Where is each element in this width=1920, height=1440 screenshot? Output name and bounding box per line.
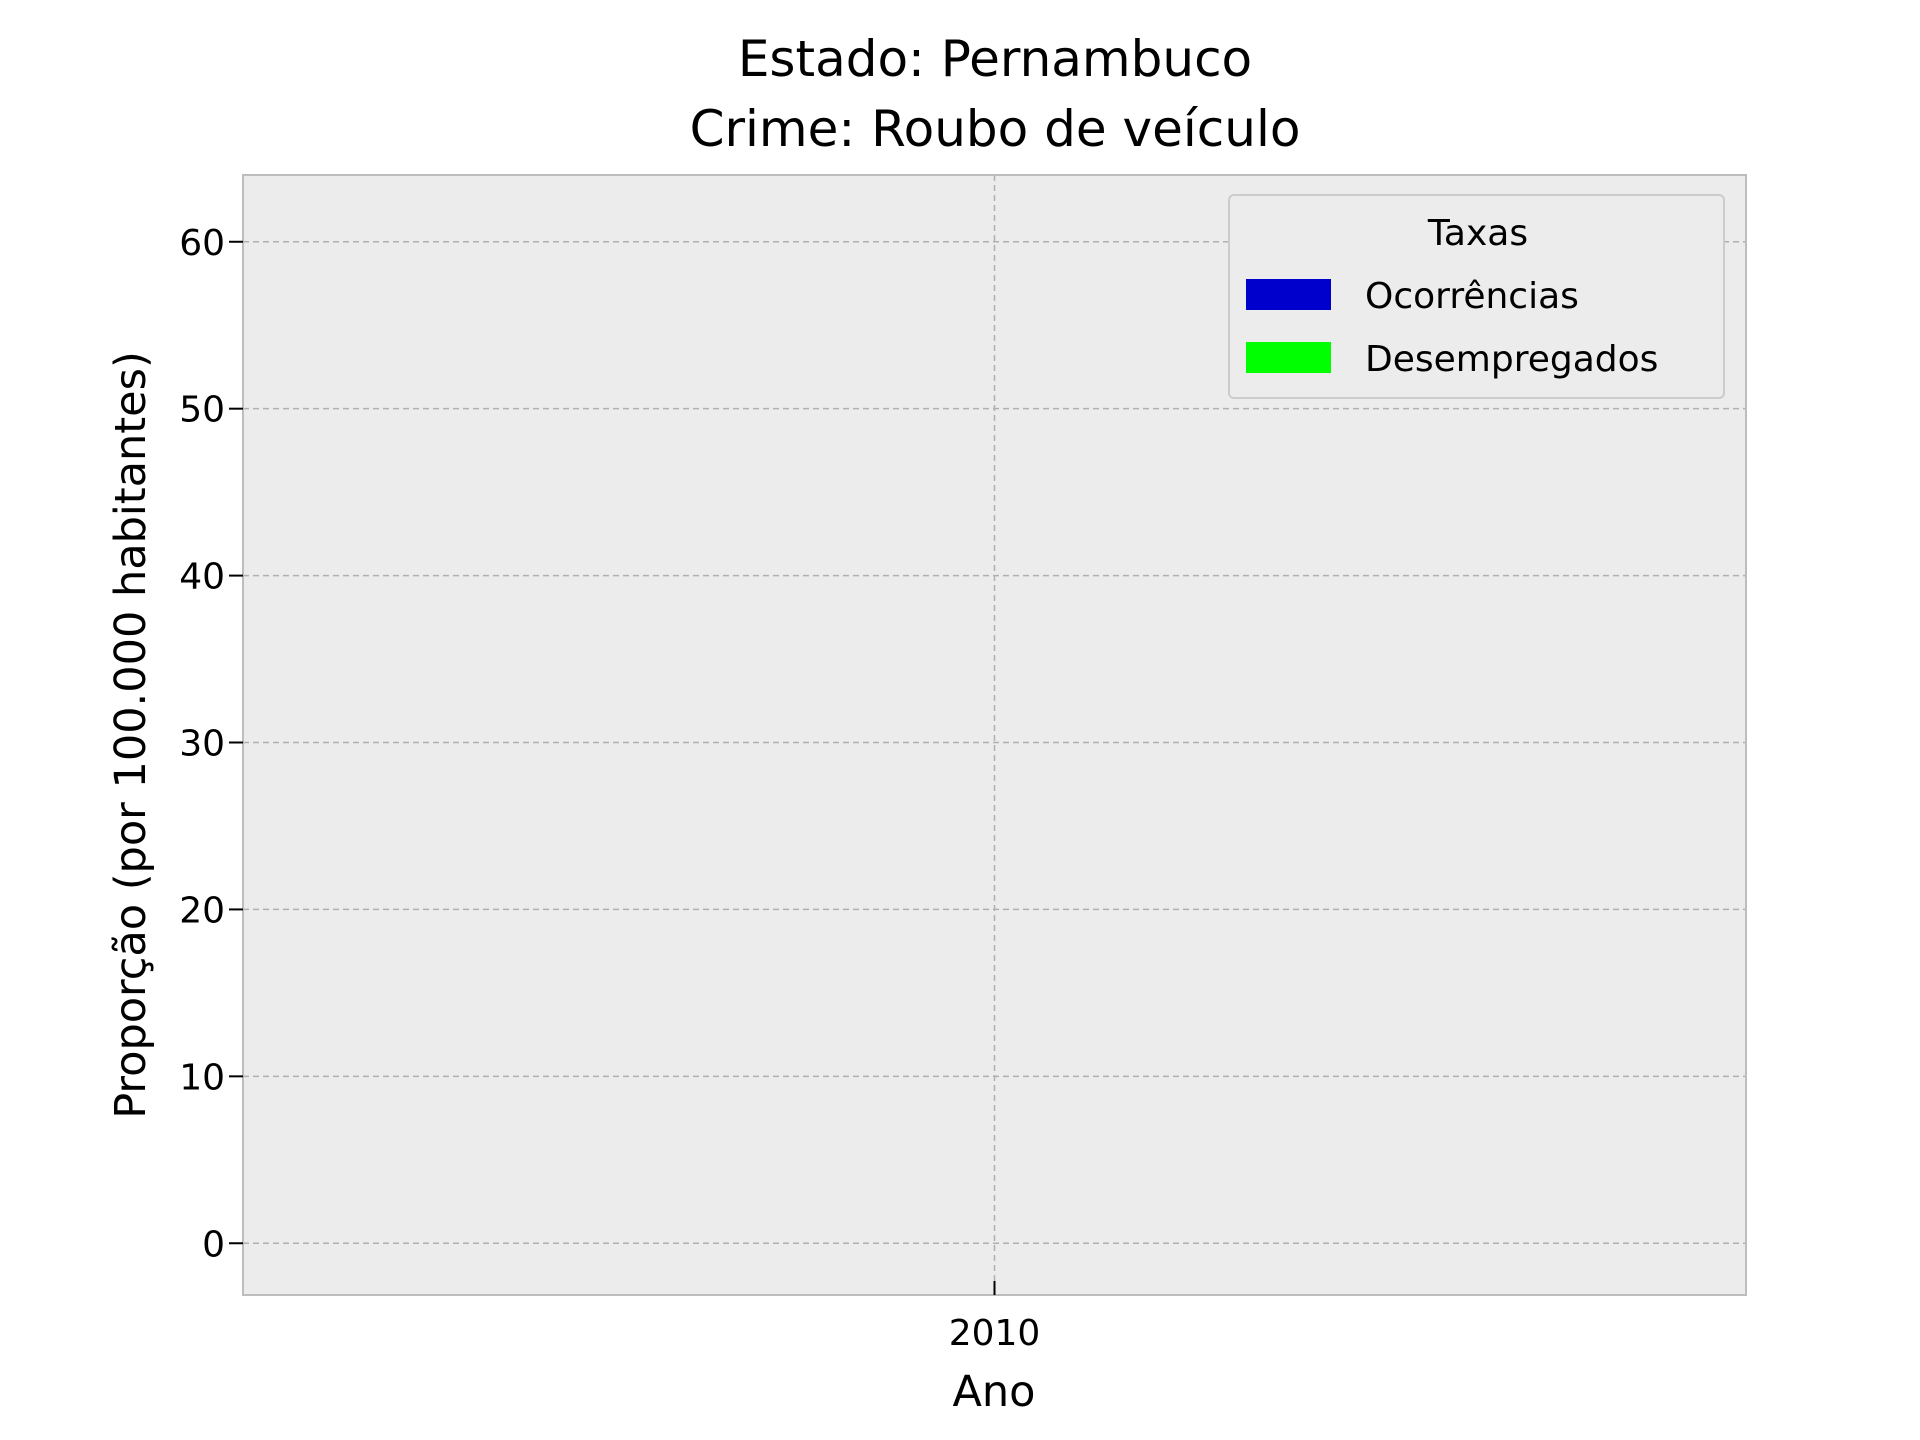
grid-lines xyxy=(243,175,1746,1295)
y-tick-label: 50 xyxy=(179,390,225,431)
legend-swatch-ocorrencias xyxy=(1246,279,1331,310)
y-tick-label: 0 xyxy=(202,1224,225,1265)
x-axis-ticks: 2010 xyxy=(949,1281,1041,1354)
legend-label-ocorrencias: Ocorrências xyxy=(1365,276,1579,317)
y-tick-label: 20 xyxy=(179,890,225,931)
legend-box xyxy=(1228,194,1725,399)
x-axis-label: Ano xyxy=(953,1367,1036,1417)
y-tick-label: 10 xyxy=(179,1057,225,1098)
legend-label-desempregados: Desempregados xyxy=(1365,339,1658,380)
y-axis-ticks: 0 10 20 30 40 50 60 xyxy=(179,223,243,1265)
y-tick-label: 60 xyxy=(179,223,225,264)
legend-swatch-desempregados xyxy=(1246,342,1331,373)
chart-title: Estado: Pernambuco Crime: Roubo de veícu… xyxy=(690,30,1301,158)
y-axis-label: Proporção (por 100.000 habitantes) xyxy=(106,351,156,1119)
chart-title-line-1: Estado: Pernambuco xyxy=(738,30,1252,88)
x-tick-label: 2010 xyxy=(949,1313,1041,1354)
legend: Taxas Ocorrências Desempregados xyxy=(1228,194,1725,399)
y-tick-label: 30 xyxy=(179,724,225,765)
chart-title-line-2: Crime: Roubo de veículo xyxy=(690,100,1301,158)
y-tick-label: 40 xyxy=(179,557,225,598)
legend-title: Taxas xyxy=(1427,213,1528,254)
